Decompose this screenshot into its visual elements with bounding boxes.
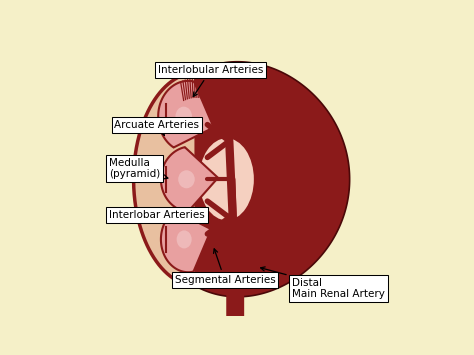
Ellipse shape — [199, 138, 254, 220]
Text: Distal
Main Renal Artery: Distal Main Renal Artery — [261, 267, 385, 299]
Text: Arcuate Arteries: Arcuate Arteries — [114, 120, 200, 135]
Polygon shape — [158, 81, 214, 147]
Polygon shape — [161, 211, 211, 272]
Text: Interlobular Arteries: Interlobular Arteries — [158, 65, 264, 97]
Text: Segmental Arteries: Segmental Arteries — [174, 249, 275, 285]
Text: Interlobar Arteries: Interlobar Arteries — [109, 209, 205, 220]
Ellipse shape — [175, 106, 192, 126]
Ellipse shape — [177, 230, 191, 248]
Ellipse shape — [178, 170, 195, 188]
Polygon shape — [161, 147, 218, 212]
Polygon shape — [142, 62, 350, 297]
Polygon shape — [134, 73, 196, 286]
Text: Medulla
(pyramid): Medulla (pyramid) — [109, 158, 168, 179]
